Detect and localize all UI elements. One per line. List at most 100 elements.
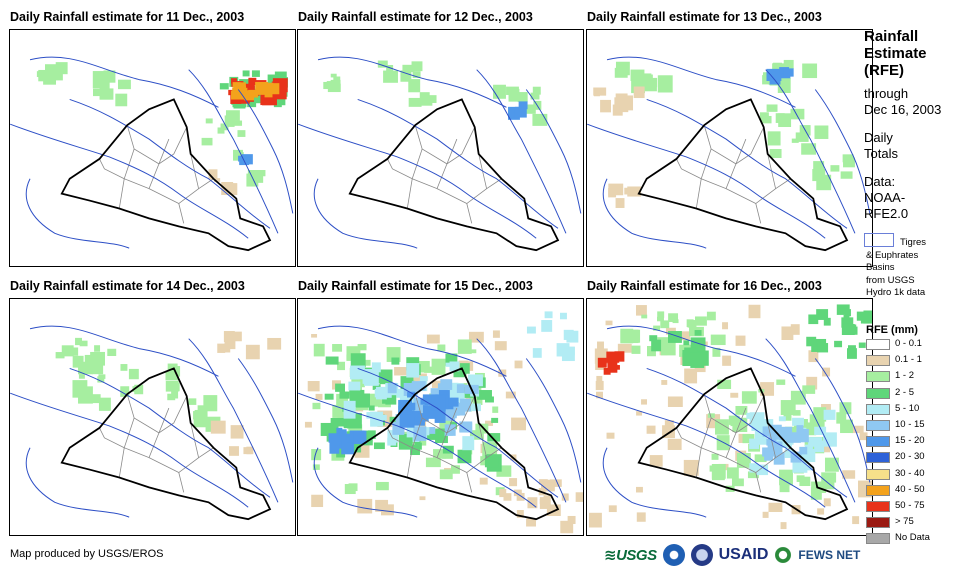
admin-boundary xyxy=(123,148,160,190)
rainfall-cell xyxy=(494,341,507,351)
legend-swatch xyxy=(866,371,890,383)
fews-globe-icon xyxy=(774,546,793,564)
rainfall-cell xyxy=(379,369,393,385)
sidebar-data-source-1: NOAA- xyxy=(864,190,906,205)
rainfall-cell xyxy=(339,391,350,399)
usda-seal-icon xyxy=(690,544,713,566)
rainfall-cell xyxy=(603,368,611,375)
rainfall-cell xyxy=(606,351,620,363)
rainfall-cell xyxy=(168,366,181,377)
rainfall-cell xyxy=(72,380,88,398)
basin-note-5: Hydro 1k data xyxy=(866,287,926,298)
rainfall-cell xyxy=(563,329,574,340)
rainfall-cell xyxy=(711,453,719,460)
rainfall-cell xyxy=(518,101,528,110)
rainfall-cell xyxy=(381,504,394,516)
rainfall-cell xyxy=(49,72,63,81)
basin-boundary xyxy=(525,89,582,214)
rainfall-cell xyxy=(830,165,840,172)
rainfall-cell xyxy=(796,428,809,443)
rainfall-cell xyxy=(834,340,843,348)
rainfall-cell xyxy=(246,173,259,187)
rainfall-cell xyxy=(398,433,413,450)
rainfall-cell xyxy=(509,478,518,487)
basin-boundary xyxy=(357,98,559,229)
rainfall-cell xyxy=(836,304,850,315)
agency-logos: ≋USGS USAID FEWS NET xyxy=(604,542,860,568)
basin-boundary xyxy=(313,178,418,249)
rainfall-cell xyxy=(411,381,426,391)
legend-swatch xyxy=(866,403,890,415)
panel-title-5: Daily Rainfall estimate for 15 Dec., 200… xyxy=(298,279,533,293)
rainfall-cell xyxy=(449,391,465,402)
rainfall-cell xyxy=(97,376,105,383)
rainfall-cell xyxy=(411,61,423,72)
rainfall-cell xyxy=(792,417,804,426)
rainfall-cell xyxy=(748,304,761,319)
rainfall-cell xyxy=(856,311,867,321)
rainfall-cell xyxy=(449,361,460,372)
rainfall-cell xyxy=(649,455,663,467)
rainfall-cell xyxy=(330,79,341,90)
sidebar-title-line-3: (RFE) xyxy=(864,62,904,79)
rainfall-cell xyxy=(513,489,522,497)
rainfall-cell xyxy=(253,171,264,183)
rainfall-cell xyxy=(425,457,441,468)
rainfall-cell xyxy=(863,310,872,324)
basin-boundary xyxy=(298,123,537,239)
rainfall-cell xyxy=(561,493,569,501)
rainfall-cell xyxy=(808,314,819,325)
rainfall-cell xyxy=(354,375,365,388)
sidebar-daily: Daily xyxy=(864,130,893,145)
rainfall-cell xyxy=(527,497,538,509)
rainfall-cell xyxy=(608,188,617,198)
map-canvas xyxy=(10,56,294,252)
map-canvas xyxy=(587,56,871,252)
rainfall-cell xyxy=(532,348,542,358)
legend-swatch xyxy=(866,436,890,448)
rainfall-cell xyxy=(646,74,653,81)
rainfall-cell xyxy=(394,367,407,376)
rainfall-cell xyxy=(353,383,360,389)
rainfall-cell xyxy=(806,376,818,390)
rainfall-cell xyxy=(231,78,237,84)
rainfall-cell xyxy=(120,386,130,397)
rainfall-cell xyxy=(443,397,459,407)
basin-boundary xyxy=(298,392,537,508)
rainfall-cell xyxy=(843,157,855,168)
rainfall-cell xyxy=(410,382,418,388)
rainfall-cell xyxy=(426,334,440,344)
legend-label: 0.1 - 1 xyxy=(895,354,922,366)
rainfall-cell xyxy=(813,161,825,171)
map-canvas xyxy=(587,304,872,530)
rainfall-cell xyxy=(694,330,702,336)
rainfall-cell xyxy=(823,432,837,447)
basin-legend-swatch xyxy=(864,233,894,247)
rainfall-cell xyxy=(339,431,347,438)
legend-label: 30 - 40 xyxy=(895,467,925,479)
rainfall-cell xyxy=(387,437,397,446)
rainfall-cell xyxy=(709,465,718,472)
rainfall-cell xyxy=(690,352,705,368)
sidebar-title-line-1: Rainfall xyxy=(864,28,919,45)
rainfall-cell xyxy=(193,413,208,428)
rainfall-cell xyxy=(406,425,419,438)
rainfall-cell xyxy=(412,71,421,78)
rainfall-cell xyxy=(608,505,617,513)
rainfall-cell xyxy=(492,330,500,338)
legend-swatch xyxy=(866,452,890,464)
admin-boundary xyxy=(99,427,125,478)
rainfall-cell xyxy=(426,430,439,440)
rainfall-cell xyxy=(754,430,767,445)
rainfall-cell xyxy=(636,411,643,416)
admin-boundary xyxy=(387,158,413,209)
rainfall-cell xyxy=(687,320,697,328)
rainfall-cell xyxy=(799,476,811,487)
admin-boundary xyxy=(676,427,702,478)
basin-boundary xyxy=(814,358,871,483)
rainfall-cell xyxy=(668,331,682,343)
admin-boundary xyxy=(99,158,125,209)
rainfall-cell xyxy=(802,385,816,394)
rainfall-cell xyxy=(431,358,446,375)
rainfall-cell xyxy=(595,380,604,391)
